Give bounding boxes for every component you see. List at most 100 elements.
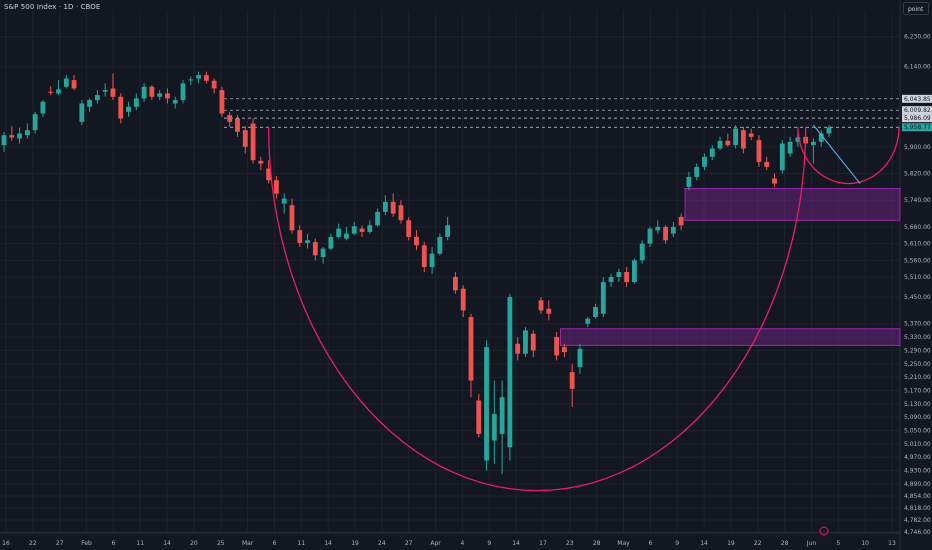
candle (289, 198, 295, 234)
price-tick-label: 5,290.00 (904, 347, 931, 354)
price-label-text: 5,958.77 (904, 124, 931, 131)
time-tick-label: 10 (861, 540, 869, 547)
candle-body (180, 83, 186, 101)
candle (748, 128, 754, 141)
candle-body (569, 372, 575, 389)
price-label-text: 6,043.85 (904, 96, 931, 103)
candle (733, 125, 739, 149)
candle-body (818, 133, 824, 142)
candle (242, 126, 248, 154)
candle (305, 233, 310, 249)
candle-body (787, 141, 793, 154)
candle-body (445, 225, 451, 237)
candle-body (491, 413, 497, 441)
price-tick-label: 5,610.00 (904, 241, 931, 248)
price-label-box (902, 114, 932, 123)
price-axis[interactable]: 6,230.00 6,140.00 5,900.00 5,820.00 5,740.00… (902, 34, 932, 536)
candle-body (740, 130, 746, 149)
candle-body (460, 288, 466, 311)
candle (149, 85, 155, 101)
candle-body (748, 133, 754, 137)
time-tick-label: 9 (487, 540, 491, 547)
candle-body (655, 226, 661, 231)
time-tick-label: 11 (136, 540, 144, 547)
candle-body (686, 176, 692, 187)
candle (561, 343, 567, 358)
unit-button[interactable]: point (903, 2, 929, 15)
candle-body (429, 253, 435, 267)
candle-body (632, 260, 637, 283)
candle (17, 127, 22, 144)
candle-body (258, 160, 264, 164)
candle (826, 125, 832, 137)
candle-body (577, 348, 583, 368)
candle-body (764, 161, 770, 167)
candle-body (118, 96, 124, 119)
price-label-text: 6,009.82 (904, 107, 931, 114)
price-tick-label: 4,890.00 (904, 481, 931, 488)
candle (453, 272, 458, 294)
price-label-text: 5,986.09 (904, 115, 931, 122)
candle (258, 156, 264, 171)
candle-body (826, 127, 832, 134)
candle-body (499, 397, 505, 434)
candle (717, 136, 723, 151)
candle (725, 133, 731, 147)
candle (538, 297, 544, 314)
candle (593, 303, 598, 319)
candle (554, 332, 560, 361)
candle (188, 76, 194, 86)
candle (71, 75, 77, 91)
candle (281, 193, 287, 214)
candle-body (779, 143, 785, 171)
candle (616, 268, 622, 283)
handle-arc (797, 126, 900, 185)
candle-body (647, 228, 653, 244)
price-tick-label: 5,560.00 (904, 257, 931, 264)
price-tick-label: 4,818.00 (904, 505, 931, 512)
candle-body (390, 201, 396, 214)
candle (250, 118, 256, 164)
candle-body (702, 156, 707, 167)
candle-body (102, 90, 108, 92)
candle-body (149, 86, 155, 97)
price-tick-label: 4,746.00 (904, 529, 931, 536)
price-label-box (902, 123, 932, 132)
candle (515, 337, 521, 361)
candle (523, 327, 528, 358)
time-tick-label: 14 (512, 540, 520, 547)
candle-body (554, 337, 560, 356)
candle (102, 83, 108, 97)
time-tick-label: 5 (836, 540, 840, 547)
candle (63, 75, 69, 89)
candle (398, 200, 404, 224)
cup-arc (267, 126, 807, 492)
candle-body (561, 347, 567, 353)
time-tick-label: 4 (461, 540, 465, 547)
time-tick-label: 11 (298, 540, 306, 547)
candle-body (678, 216, 684, 226)
candle-body (515, 343, 521, 354)
candle-body (227, 115, 233, 122)
candle (740, 126, 746, 154)
price-tick-label: 4,854.00 (904, 493, 931, 500)
candle (530, 330, 536, 358)
candle-body (523, 330, 528, 354)
candle (351, 221, 357, 236)
price-tick-label: 5,370.00 (904, 321, 931, 328)
candle (639, 240, 645, 264)
price-tick-label: 5,170.00 (904, 387, 931, 394)
candle-body (219, 90, 225, 114)
candle-body (538, 300, 544, 311)
time-tick-label: 25 (217, 540, 225, 547)
candle (491, 380, 497, 464)
candle (165, 88, 170, 104)
time-tick-label: 20 (190, 540, 198, 547)
time-tick-label: 13 (888, 540, 896, 547)
chart-grid (0, 0, 901, 550)
time-axis[interactable]: 16 22 27 Feb 6 11 14 20 25 Mar 6 11 14 19 24 27 Apr 4 9 14 1… (2, 540, 896, 547)
candle (79, 100, 85, 126)
price-tick-label: 5,820.00 (904, 171, 931, 178)
candle-body (94, 95, 100, 101)
